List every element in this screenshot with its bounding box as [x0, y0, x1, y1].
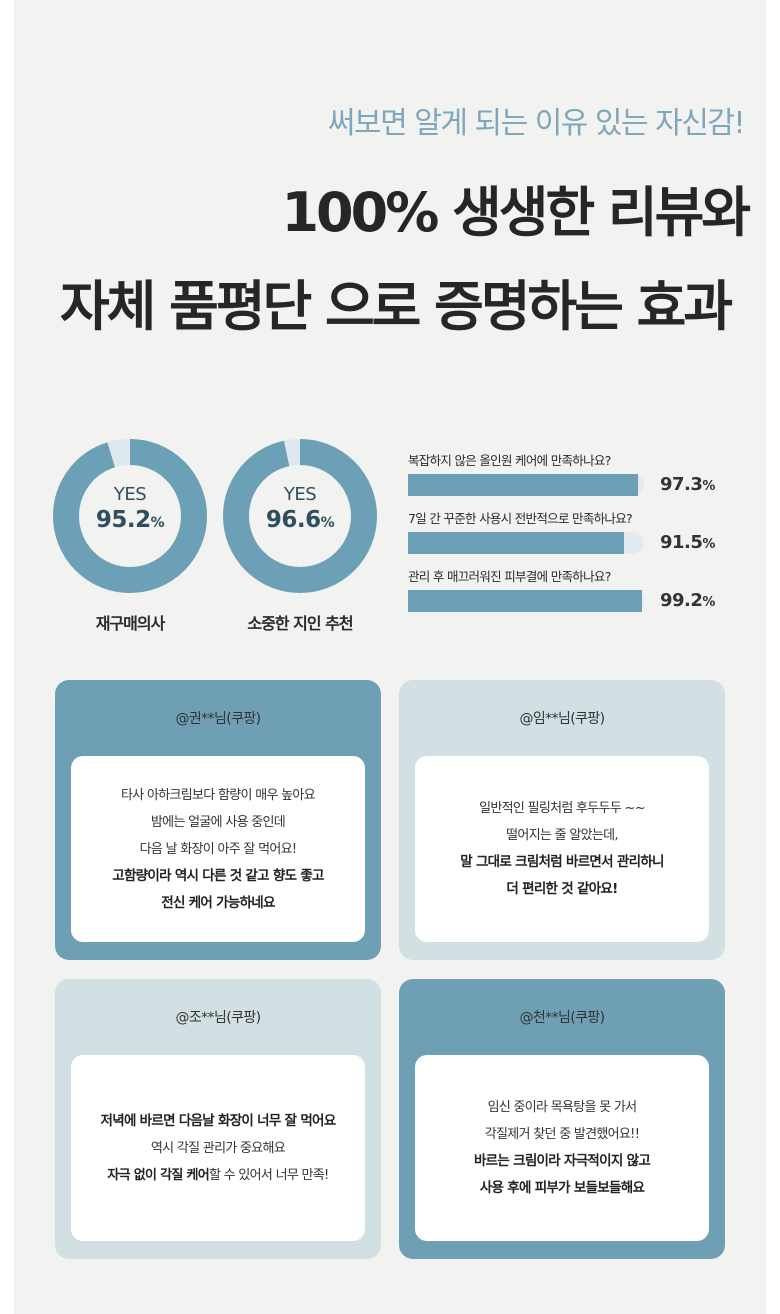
bar-item: 관리 후 매끄러워진 피부결에 만족하나요? 99.2%	[408, 566, 748, 624]
headline-highlight-1: 100% 생생한 리뷰	[275, 168, 708, 247]
review-line: 더 편리한 것 같아요!	[506, 881, 618, 897]
donut-yes-label: YES	[113, 484, 147, 505]
donut-recommend: YES 96.6% 소중한 지인 추천	[220, 436, 380, 633]
eyebrow-text: 써보면 알게 되는 이유 있는 자신감!	[327, 106, 746, 141]
bar-question: 복잡하지 않은 올인원 케어에 만족하나요?	[408, 453, 611, 468]
bar-percent: 91.5%	[660, 532, 715, 553]
review-card: @임**님(쿠팡) 일반적인 필링처럼 후두두두 ~~ 떨어지는 줄 알았는데,…	[399, 680, 725, 960]
donut-yes-label: YES	[283, 484, 317, 505]
review-line: 밤에는 얼굴에 사용 중인데	[150, 814, 286, 830]
review-line: 바르는 크림이라 자극적이지 않고	[473, 1153, 651, 1169]
review-author: @권**님(쿠팡)	[175, 711, 261, 727]
review-line: 각질제거 찾던 중 발견했어요!!	[484, 1127, 640, 1142]
donut-label: 재구매의사	[95, 614, 166, 633]
satisfaction-bars: 복잡하지 않은 올인원 케어에 만족하나요? 97.3% 7일 간 꾸준한 사용…	[408, 450, 748, 624]
review-line: 일반적인 필링처럼 후두두두 ~~	[479, 801, 646, 816]
donut-label: 소중한 지인 추천	[247, 614, 353, 633]
donut-chart-2	[223, 439, 377, 593]
review-line: 말 그대로 크림처럼 바르면서 관리하니	[460, 854, 664, 870]
bar-percent: 97.3%	[660, 474, 715, 495]
bar-percent: 99.2%	[660, 590, 715, 611]
review-card: @권**님(쿠팡) 타사 아하크림보다 함량이 매우 높아요 밤에는 얼굴에 사…	[55, 680, 381, 960]
review-line: 사용 후에 피부가 보들보들해요	[479, 1180, 645, 1196]
bar-question: 7일 간 꾸준한 사용시 전반적으로 만족하나요?	[408, 511, 633, 526]
review-line: 타사 아하크림보다 함량이 매우 높아요	[121, 787, 316, 803]
review-line: 다음 날 화장이 아주 잘 먹어요!	[139, 841, 297, 857]
review-line: 떨어지는 줄 알았는데,	[506, 828, 618, 843]
donut-value: 95.2%	[95, 507, 165, 533]
bar-track	[408, 474, 644, 496]
review-card: @천**님(쿠팡) 임신 중이라 목욕탕을 못 가서 각질제거 찾던 중 발견했…	[399, 979, 725, 1259]
bar-fill	[408, 532, 624, 554]
review-body: 타사 아하크림보다 함량이 매우 높아요 밤에는 얼굴에 사용 중인데 다음 날…	[71, 756, 365, 942]
bar-fill	[408, 590, 643, 612]
review-author: @임**님(쿠팡)	[519, 711, 605, 727]
bar-track	[408, 590, 644, 612]
bar-track	[408, 532, 644, 554]
review-body: 임신 중이라 목욕탕을 못 가서 각질제거 찾던 중 발견했어요!! 바르는 크…	[415, 1055, 709, 1241]
headline-line-2: 자체 품평단 으로 증명하는 효과	[53, 262, 733, 341]
review-line: 저녁에 바르면 다음날 화장이 너무 잘 먹어요	[100, 1112, 337, 1129]
bar-item: 7일 간 꾸준한 사용시 전반적으로 만족하나요? 91.5%	[408, 508, 748, 566]
review-card: @조**님(쿠팡) 저녁에 바르면 다음날 화장이 너무 잘 먹어요 역시 각질…	[55, 979, 381, 1259]
donut-chart-1	[53, 439, 207, 593]
donut-value: 96.6%	[265, 507, 335, 533]
bar-item: 복잡하지 않은 올인원 케어에 만족하나요? 97.3%	[408, 450, 748, 508]
bar-fill	[408, 474, 638, 496]
review-body: 일반적인 필링처럼 후두두두 ~~ 떨어지는 줄 알았는데, 말 그대로 크림처…	[415, 756, 709, 942]
review-line: 임신 중이라 목욕탕을 못 가서	[487, 1100, 638, 1115]
review-body: 저녁에 바르면 다음날 화장이 너무 잘 먹어요 역시 각질 관리가 중요해요 …	[71, 1055, 365, 1241]
headline-highlight-2: 자체 품평단	[53, 262, 316, 341]
review-author: @조**님(쿠팡)	[175, 1010, 261, 1026]
bar-question: 관리 후 매끄러워진 피부결에 만족하나요?	[408, 569, 611, 584]
donut-repurchase: YES 95.2% 재구매의사	[50, 436, 210, 633]
review-line: 전신 케어 가능하네요	[161, 894, 275, 911]
review-line: 고함량이라 역시 다른 것 같고 향도 좋고	[112, 867, 324, 884]
page-canvas: 써보면 알게 되는 이유 있는 자신감! 100% 생생한 리뷰와 자체 품평단…	[14, 0, 766, 1314]
review-line: 자극 없이 각질 케어할 수 있어서 너무 만족!	[107, 1167, 329, 1183]
review-author: @천**님(쿠팡)	[519, 1010, 605, 1026]
review-line: 역시 각질 관리가 중요해요	[150, 1140, 286, 1156]
headline-line-1: 100% 생생한 리뷰와	[275, 168, 751, 247]
